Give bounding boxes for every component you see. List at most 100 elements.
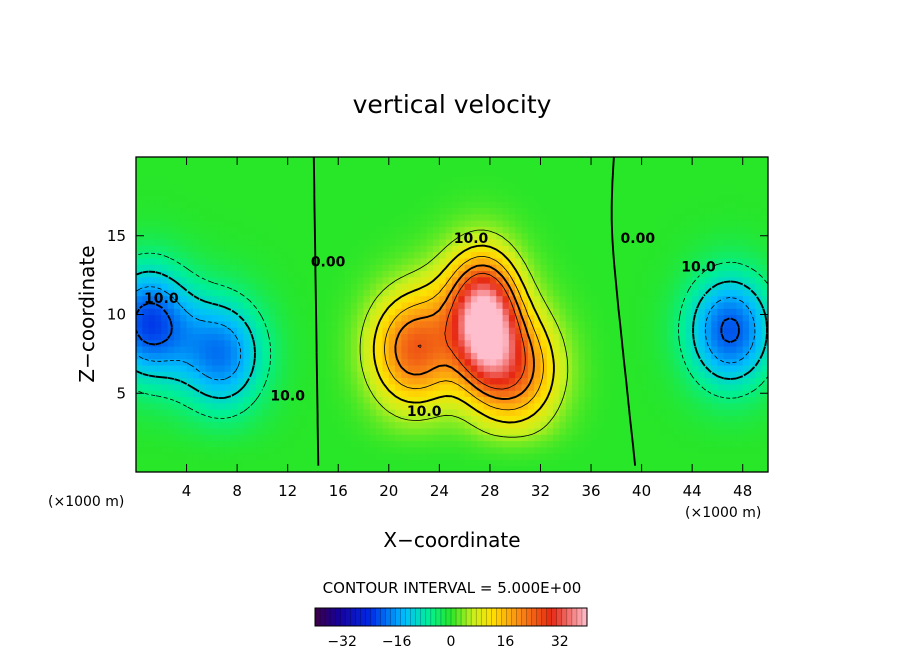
field-cell [205,175,213,183]
field-cell [749,415,756,423]
field-cell [603,364,611,372]
field-cell [306,308,314,316]
field-cell [591,182,598,190]
field-cell [502,175,510,183]
field-cell [148,220,156,227]
field-cell [344,207,352,215]
field-cell [736,264,744,271]
field-cell [249,465,257,472]
field-cell [281,169,289,177]
field-cell [660,377,668,385]
field-cell [426,270,434,278]
field-cell [749,264,756,271]
field-cell [173,270,181,278]
field-cell [426,314,434,322]
field-cell [414,270,421,278]
field-cell [395,390,403,397]
field-cell [572,220,579,227]
field-cell [243,409,251,416]
field-cell [477,383,485,391]
field-cell [136,371,143,379]
field-cell [312,427,320,435]
field-cell [717,213,725,221]
field-cell [325,377,333,385]
field-cell [363,383,371,391]
field-cell [641,264,649,271]
field-cell [294,371,301,379]
field-cell [414,390,421,397]
field-cell [534,245,542,253]
field-cell [749,320,756,328]
field-cell [433,434,440,442]
field-cell [275,295,282,303]
field-cell [496,371,504,379]
field-cell [192,226,200,234]
field-cell [350,163,358,171]
field-cell [603,409,611,416]
field-cell [331,276,339,284]
field-cell [717,163,725,171]
field-cell [426,409,434,416]
field-cell [230,446,238,454]
field-cell [578,232,586,240]
field-cell [218,157,226,164]
field-cell [319,232,327,240]
field-cell [344,402,352,410]
field-cell [224,358,232,366]
field-cell [761,314,768,322]
field-cell [287,427,295,435]
field-cell [306,390,314,397]
field-cell [199,383,207,391]
field-cell [470,251,478,259]
field-cell [477,182,485,190]
field-cell [477,446,485,454]
field-cell [325,207,333,215]
field-cell [433,377,440,385]
field-cell [502,415,510,423]
field-cell [761,201,768,208]
field-cell [711,226,719,234]
field-cell [736,238,744,246]
field-cell [401,459,409,467]
field-cell [344,245,352,253]
field-cell [243,194,251,202]
field-cell [704,188,712,196]
field-cell [654,333,662,341]
field-cell [256,169,263,177]
field-cell [698,220,706,227]
field-cell [730,459,737,467]
field-cell [306,396,314,404]
field-cell [591,264,598,271]
field-cell [749,396,756,404]
field-cell [603,415,611,423]
field-cell [395,327,403,334]
field-cell [426,383,434,391]
field-cell [256,421,263,429]
field-cell [363,453,371,460]
field-cell [508,396,516,404]
field-cell [698,377,706,385]
field-cell [666,396,674,404]
field-cell [382,409,390,416]
field-cell [357,289,365,297]
field-cell [470,358,478,366]
field-cell [717,207,725,215]
field-cell [464,213,472,221]
field-cell [331,169,339,177]
field-cell [268,396,276,404]
field-cell [496,346,504,353]
field-cell [572,175,579,183]
field-cell [376,409,384,416]
field-cell [685,409,693,416]
field-cell [161,409,169,416]
field-cell [268,169,276,177]
field-cell [243,421,251,429]
field-cell [559,465,567,472]
field-cell [755,232,763,240]
field-cell [350,459,358,467]
field-cell [205,346,213,353]
field-cell [388,453,396,460]
field-cell [237,169,245,177]
field-cell [470,213,478,221]
field-cell [458,163,466,171]
